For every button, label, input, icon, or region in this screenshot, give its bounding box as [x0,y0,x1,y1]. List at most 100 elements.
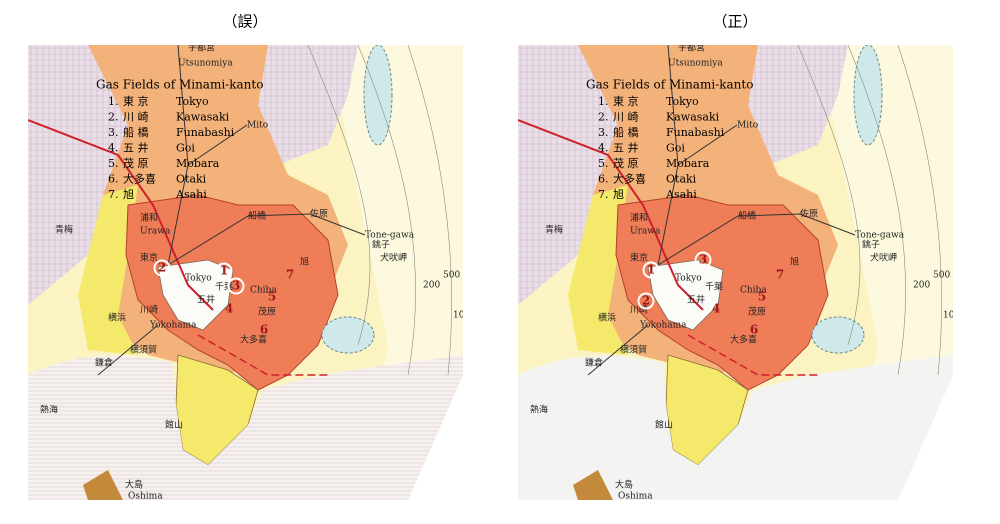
fault-line [28,119,214,311]
place-label: Tone-gawa [365,231,415,241]
legend-name-en: Goi [666,142,685,155]
legend-number: 2. [598,111,609,124]
legend-name-en: Tokyo [666,95,699,108]
field-number: 2 [158,261,166,275]
legend-number: 4. [598,142,609,155]
legend-number: 1. [598,95,609,108]
roads [97,45,366,376]
legend-name-en: Tokyo [176,95,209,108]
legend-name-en: Mobara [666,157,710,170]
field-number: 5 [758,290,766,304]
place-label: 旭 [300,256,309,268]
legend-name-en: Kawasaki [176,111,230,124]
legend-name-en: Asahi [175,188,207,201]
place-label: Yokohama [149,321,197,331]
field-number: 1 [220,264,228,278]
place-label: 1000 [453,311,476,321]
place-label: 銚子 [862,239,880,251]
place-label: 犬吠岬 [380,252,407,264]
place-label: Oshima [128,492,163,502]
field-marker [153,259,171,277]
field-marker [694,251,712,269]
place-label: Urawa [630,227,661,237]
place-label: 五井 [687,294,705,306]
legend-name-en: Otaki [666,173,697,186]
place-label: 横浜 [598,312,616,324]
legend-number: 1. [108,95,119,108]
legend-number: 5. [598,157,609,170]
legend-number: 4. [108,142,119,155]
place-label: 鎌倉 [95,357,113,369]
place-label: Oshima [618,492,653,502]
legend-name-ja: 東 京 [123,94,149,108]
legend-name-ja: 大多喜 [613,172,646,186]
map-panel: Gas Fields of Minami-kanto 1. 東 京 Tokyo 2. 川 … [518,45,966,502]
field-marker [642,261,660,279]
place-label: 鎌倉 [585,357,603,369]
field-number: 4 [225,302,233,316]
field-number: 3 [232,279,240,293]
place-label: 横須賀 [130,344,157,356]
place-label: 浦和 [140,212,158,224]
legend-number: 5. [108,157,119,170]
place-label: 宇都宮 [188,42,215,54]
place-label: 館山 [165,419,183,431]
legend-title: Gas Fields of Minami-kanto [586,78,753,92]
place-label: 犬吠岬 [870,252,897,264]
place-label: 旭 [790,256,799,268]
place-label: Tone-gawa [855,231,905,241]
place-label: 青梅 [55,224,73,236]
place-label: 大多喜 [240,334,267,346]
tokyo-bay [157,259,234,331]
legend-name-ja: 船 橋 [123,125,149,139]
place-label: 五井 [197,294,215,306]
legend-number: 3. [598,126,609,139]
place-label: 船橋 [248,210,266,222]
place-label: 茂原 [258,306,276,318]
fault-line [197,334,328,376]
mountain-zone [258,45,358,165]
field-number: 5 [268,290,276,304]
place-label: 1000 [943,311,966,321]
sea [518,355,953,500]
legend-name-en: Mobara [176,157,220,170]
place-label: 200 [423,281,440,291]
place-label: Mito [247,121,268,131]
place-label: Yokohama [639,321,687,331]
tokyo-bay [647,259,724,331]
sea [28,355,463,500]
place-label: 佐原 [310,208,328,220]
place-label: 東京 [630,252,648,264]
legend-name-ja: 旭 [613,187,624,201]
legend-number: 6. [598,173,609,186]
legend-number: 7. [108,188,119,201]
legend-number: 6. [108,173,119,186]
field-marker [215,262,233,280]
place-label: 横浜 [108,312,126,324]
place-label: 大多喜 [730,334,757,346]
yellow-zone [568,185,628,355]
place-label: 熱海 [530,404,548,416]
place-label: 茂原 [748,306,766,318]
place-label: Urawa [140,227,171,237]
place-label: Utsunomiya [668,59,723,69]
field-number: 2 [642,294,650,308]
place-label: 横須賀 [620,344,647,356]
place-label: Tokyo [185,274,212,284]
place-label: Chiba [250,286,277,296]
field-number: 1 [647,263,655,277]
legend-title: Gas Fields of Minami-kanto [96,78,263,92]
legend-name-ja: 五 井 [123,141,149,155]
legend-name-ja: 大多喜 [123,172,156,186]
roads [587,45,856,376]
place-label: 東京 [140,252,158,264]
legend-name-en: Goi [176,142,195,155]
pool [321,316,375,354]
legend-name-en: Funabashi [666,126,725,139]
place-label: 千葉 [705,281,723,293]
legend-name-ja: 川 崎 [123,110,149,124]
place-label: Chiba [740,286,767,296]
fault-line [518,119,704,311]
place-label: 青梅 [545,224,563,236]
place-label: 500 [443,271,460,281]
